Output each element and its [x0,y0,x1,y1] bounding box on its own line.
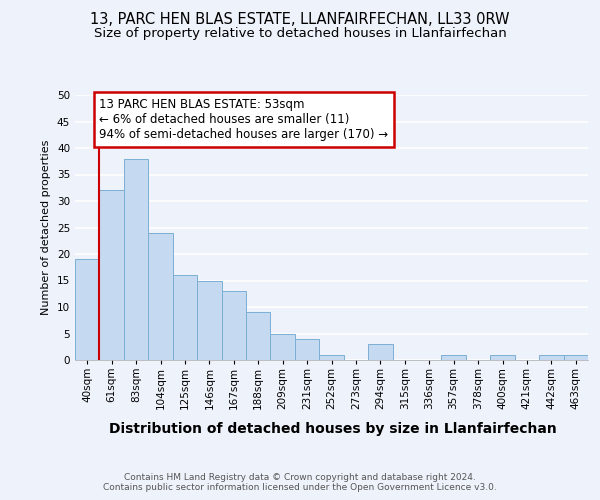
Bar [295,339,319,360]
Bar [563,354,588,360]
Text: Distribution of detached houses by size in Llanfairfechan: Distribution of detached houses by size … [109,422,557,436]
Text: Size of property relative to detached houses in Llanfairfechan: Size of property relative to detached ho… [94,28,506,40]
Text: 13, PARC HEN BLAS ESTATE, LLANFAIRFECHAN, LL33 0RW: 13, PARC HEN BLAS ESTATE, LLANFAIRFECHAN… [90,12,510,28]
Bar [442,354,466,360]
Bar [490,354,515,360]
Bar [271,334,295,360]
Bar [368,344,392,360]
Bar [148,233,173,360]
Bar [246,312,271,360]
Bar [197,280,221,360]
Bar [100,190,124,360]
Bar [124,158,148,360]
Bar [539,354,563,360]
Text: Contains HM Land Registry data © Crown copyright and database right 2024.
Contai: Contains HM Land Registry data © Crown c… [103,473,497,492]
Text: 13 PARC HEN BLAS ESTATE: 53sqm
← 6% of detached houses are smaller (11)
94% of s: 13 PARC HEN BLAS ESTATE: 53sqm ← 6% of d… [100,98,389,140]
Bar [173,275,197,360]
Bar [221,291,246,360]
Bar [75,260,100,360]
Bar [319,354,344,360]
Y-axis label: Number of detached properties: Number of detached properties [41,140,52,315]
